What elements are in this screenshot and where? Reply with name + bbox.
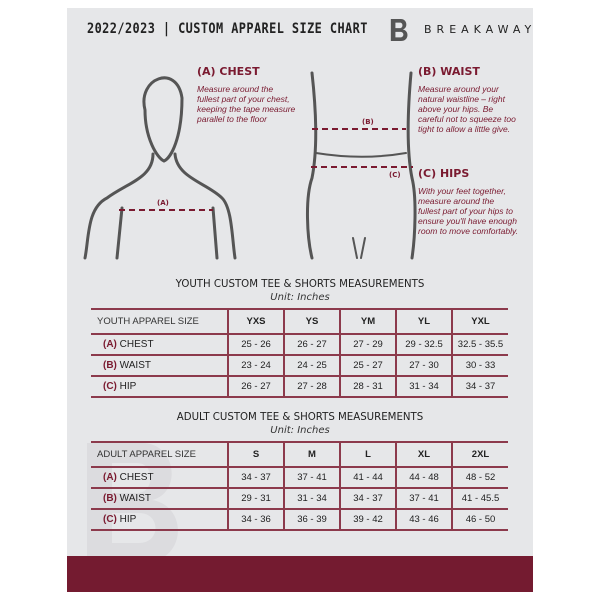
table-row: (B) WAIST 29 - 31 31 - 34 34 - 37 37 - 41 41… [91,487,508,510]
table-cell: 23 - 24 [227,354,284,377]
table-cell: 41 - 45.5 [451,487,508,510]
table-row: (A) CHEST 25 - 26 26 - 27 27 - 29 29 - 32.5… [91,333,508,356]
table-cell: 46 - 50 [451,508,508,531]
size-header: S [227,441,284,468]
waist-marker: (B) [362,118,374,126]
footer-bar [67,556,533,592]
head-outline [142,76,184,163]
table-cell: 27 - 28 [283,375,340,398]
youth-section-title: YOUTH CUSTOM TEE & SHORTS MEASUREMENTS [175,279,425,290]
row-label: (B) WAIST [91,487,228,510]
waist-instructions: Measure around your natural waistline – … [418,84,516,134]
table-row: (C) HIP 26 - 27 27 - 28 28 - 31 31 - 34 34 -… [91,375,508,398]
body-illustration [83,71,417,260]
table-cell: 28 - 31 [339,375,396,398]
table-cell: 24 - 25 [283,354,340,377]
table-cell: 34 - 36 [227,508,284,531]
hips-instructions: With your feet together, measure around … [418,186,518,236]
size-header: M [283,441,340,468]
table-cell: 25 - 27 [339,354,396,377]
chest-marker: (A) [157,199,169,207]
table-header-row: YOUTH APPAREL SIZE YXS YS YM YL YXL [91,308,508,335]
chest-heading: (A) CHEST [197,65,260,78]
size-header: YXL [451,308,508,335]
table-cell: 26 - 27 [227,375,284,398]
adult-unit: Unit: Inches [270,425,330,436]
row-label: (A) CHEST [91,466,228,489]
size-chart-page: 2022/2023 | CUSTOM APPAREL SIZE CHART BR… [67,8,533,592]
hips-marker: (C) [389,171,401,179]
row-label: (A) CHEST [91,333,228,356]
table-cell: 48 - 52 [451,466,508,489]
chest-instructions: Measure around the fullest part of your … [197,84,296,124]
table-row: (B) WAIST 23 - 24 24 - 25 25 - 27 27 - 30 30… [91,354,508,377]
page-title: 2022/2023 | CUSTOM APPAREL SIZE CHART [87,21,368,37]
table-cell: 34 - 37 [227,466,284,489]
youth-size-table: YOUTH APPAREL SIZE YXS YS YM YL YXL (A) … [91,308,508,398]
size-header: YM [339,308,396,335]
table-row: (C) HIP 34 - 36 36 - 39 39 - 42 43 - 46 46 -… [91,508,508,531]
table-cell: 32.5 - 35.5 [451,333,508,356]
table-cell: 25 - 26 [227,333,284,356]
table-header-row: ADULT APPAREL SIZE S M L XL 2XL [91,441,508,468]
youth-unit: Unit: Inches [270,292,330,303]
waist-heading: (B) WAIST [418,65,480,78]
table-cell: 27 - 29 [339,333,396,356]
table-cell: 27 - 30 [395,354,452,377]
table-cell: 37 - 41 [395,487,452,510]
table-cell: 29 - 32.5 [395,333,452,356]
table-cell: 41 - 44 [339,466,396,489]
size-header: 2XL [451,441,508,468]
brand-logo-icon [390,19,408,41]
adult-section-title: ADULT CUSTOM TEE & SHORTS MEASUREMENTS [176,412,424,423]
table-cell: 44 - 48 [395,466,452,489]
row-label: (C) HIP [91,508,228,531]
size-header: YL [395,308,452,335]
table-cell: 31 - 34 [283,487,340,510]
table-cell: 26 - 27 [283,333,340,356]
table-cell: 37 - 41 [283,466,340,489]
row-label: (C) HIP [91,375,228,398]
table-cell: 34 - 37 [339,487,396,510]
table-cell: 34 - 37 [451,375,508,398]
table-cell: 39 - 42 [339,508,396,531]
table-cell: 43 - 46 [395,508,452,531]
table-row: (A) CHEST 34 - 37 37 - 41 41 - 44 44 - 48 48… [91,466,508,489]
size-header: YS [283,308,340,335]
size-header: L [339,441,396,468]
row-label: (B) WAIST [91,354,228,377]
size-header: YXS [227,308,284,335]
column-header: ADULT APPAREL SIZE [91,441,228,468]
table-cell: 36 - 39 [283,508,340,531]
brand-name: BREAKAWAY [424,23,533,36]
table-cell: 29 - 31 [227,487,284,510]
column-header: YOUTH APPAREL SIZE [91,308,228,335]
adult-size-table: ADULT APPAREL SIZE S M L XL 2XL (A) CHES… [91,441,508,531]
size-header: XL [395,441,452,468]
hips-heading: (C) HIPS [418,167,470,180]
table-cell: 31 - 34 [395,375,452,398]
table-cell: 30 - 33 [451,354,508,377]
